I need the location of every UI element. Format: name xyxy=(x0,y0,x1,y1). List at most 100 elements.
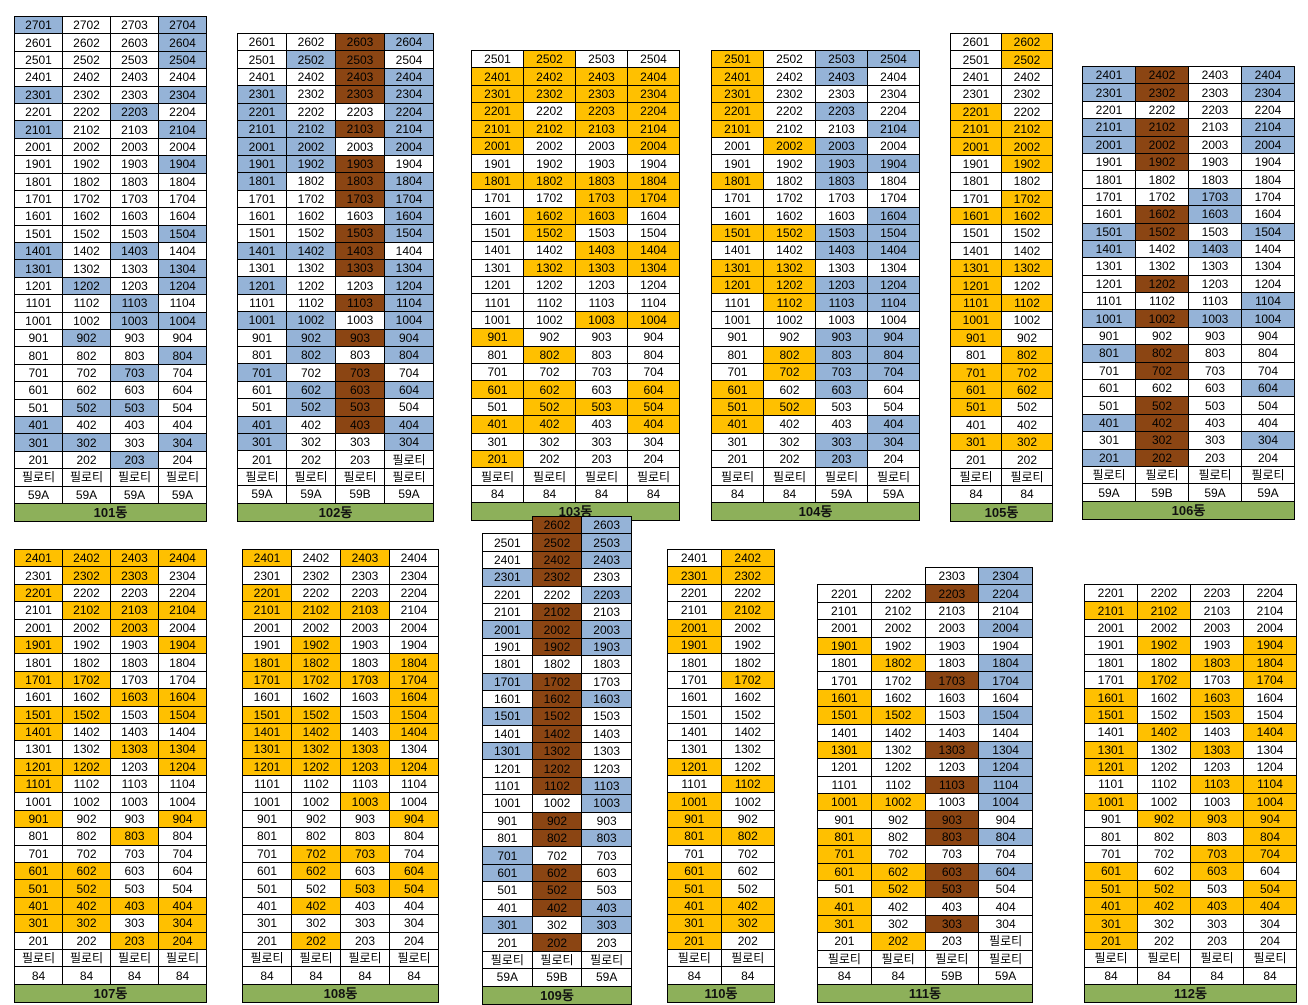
unit-cell: 601 xyxy=(817,862,872,882)
unit-cell: 1803 xyxy=(110,653,159,672)
unit-cell: 2203 xyxy=(335,102,385,121)
unit-cell: 2502 xyxy=(1001,50,1053,69)
unit-cell: 2304 xyxy=(158,85,207,104)
floor-row: 201 202 203 204 xyxy=(242,931,439,950)
unit-cell: 503 xyxy=(1190,879,1244,899)
unit-cell: 필로티 xyxy=(720,948,775,968)
unit-cell: 802 xyxy=(870,827,926,847)
unit-cell: 84 xyxy=(575,484,628,504)
unit-cell: 802 xyxy=(1137,827,1191,846)
unit-cell: 202 xyxy=(291,931,341,950)
unit-cell: 1401 xyxy=(711,241,764,260)
unit-cell: 804 xyxy=(627,345,680,365)
unit-cell: 802 xyxy=(1135,344,1189,363)
unit-cell: 1702 xyxy=(523,189,576,208)
floor-row: 1201 1202 1203 1204 xyxy=(817,758,1033,777)
unit-cell: 901 xyxy=(667,809,722,829)
unit-cell: 2204 xyxy=(978,584,1033,603)
floor-row: 201 202 203 204 xyxy=(1082,448,1295,467)
unit-cell: 59A xyxy=(867,484,920,504)
unit-cell: 803 xyxy=(335,346,385,365)
floor-row: 301 302 303 304 xyxy=(237,432,434,452)
unit-cell: 904 xyxy=(158,329,207,348)
unit-cell: 2302 xyxy=(1001,85,1053,104)
unit-cell: 1501 xyxy=(711,223,764,243)
unit-cell: 403 xyxy=(340,896,390,916)
unit-cell: 2101 xyxy=(482,602,533,622)
floor-row: 2401 2402 xyxy=(667,548,775,568)
floor-row: 2401 2402 xyxy=(950,67,1053,87)
unit-cell: 803 xyxy=(110,827,159,846)
unit-cell: 603 xyxy=(815,380,868,399)
floor-row: 1901 1902 1903 1904 xyxy=(14,155,207,174)
floor-row: 필로티 필로티 xyxy=(667,948,775,968)
unit-cell: 필로티 xyxy=(627,467,680,486)
unit-cell: 2004 xyxy=(1241,135,1295,154)
unit-cell: 1003 xyxy=(575,310,628,330)
unit-cell: 1501 xyxy=(482,707,533,726)
unit-cell: 1802 xyxy=(291,653,341,672)
unit-cell: 203 xyxy=(1190,931,1244,951)
unit-cell: 1904 xyxy=(978,636,1033,655)
floor-row: 1801 1802 1803 1804 xyxy=(817,653,1033,673)
unit-cell: 필로티 xyxy=(471,467,524,486)
unit-cell: 903 xyxy=(924,810,980,829)
unit-cell: 703 xyxy=(1188,361,1242,381)
unit-cell: 1401 xyxy=(1082,239,1136,259)
floor-row: 201 202 203 204 xyxy=(471,449,680,469)
floor-row: 801 802 803 804 xyxy=(237,346,434,365)
unit-cell: 602 xyxy=(1001,380,1053,400)
unit-cell: 1604 xyxy=(389,688,439,707)
floor-row: 201 202 203 xyxy=(482,933,632,952)
unit-cell: 2202 xyxy=(286,102,336,121)
unit-cell: 601 xyxy=(711,380,764,399)
unit-cell: 401 xyxy=(482,898,533,917)
unit-cell: 1204 xyxy=(158,757,207,777)
building-label: 105동 xyxy=(950,503,1053,522)
unit-cell: 202 xyxy=(62,450,111,470)
unit-cell: 903 xyxy=(110,809,159,829)
floor-row: 필로티 필로티 xyxy=(950,467,1053,487)
unit-cell: 303 xyxy=(924,914,980,934)
unit-cell: 84 xyxy=(711,484,764,504)
unit-cell: 필로티 xyxy=(384,450,434,469)
unit-cell: 2202 xyxy=(1001,102,1053,121)
unit-cell: 1301 xyxy=(237,259,287,278)
unit-cell: 1802 xyxy=(1137,653,1191,672)
unit-cell: 701 xyxy=(14,363,63,383)
unit-cell: 2204 xyxy=(867,102,920,121)
floor-row: 84 84 84 84 xyxy=(14,966,207,985)
unit-cell: 2001 xyxy=(471,136,524,156)
unit-cell: 필로티 xyxy=(286,467,336,487)
floor-row: 1401 1402 1403 1404 xyxy=(14,242,207,261)
unit-cell: 2502 xyxy=(523,49,576,69)
unit-cell: 2101 xyxy=(242,601,292,620)
unit-cell: 1501 xyxy=(1082,222,1136,241)
unit-cell: 2103 xyxy=(581,602,632,622)
floor-row: 1001 1002 1003 1004 xyxy=(711,310,920,330)
floor-row: 501 502 503 504 xyxy=(1082,396,1295,415)
unit-cell: 503 xyxy=(340,879,390,898)
unit-cell: 201 xyxy=(482,933,533,952)
unit-cell: 402 xyxy=(62,415,111,435)
unit-cell: 801 xyxy=(817,827,872,847)
unit-cell: 1804 xyxy=(867,171,920,191)
unit-cell: 902 xyxy=(1137,810,1191,829)
unit-cell: 2301 xyxy=(471,84,524,104)
unit-cell: 1303 xyxy=(335,259,385,278)
unit-cell: 503 xyxy=(924,880,980,899)
floor-row: 601 602 603 604 xyxy=(817,862,1033,882)
unit-cell: 304 xyxy=(627,432,680,451)
unit-cell: 1503 xyxy=(1190,705,1244,725)
floor-row: 2101 2102 2103 2104 xyxy=(471,119,680,138)
unit-cell: 필로티 xyxy=(1137,949,1191,968)
unit-cell: 1202 xyxy=(720,757,775,777)
unit-cell: 2602 xyxy=(531,515,583,535)
floor-row: 401 402 403 404 xyxy=(1084,897,1297,916)
unit-cell: 2201 xyxy=(482,585,533,604)
unit-cell: 2101 xyxy=(14,601,63,620)
unit-cell: 84 xyxy=(110,966,159,985)
unit-cell: 59B xyxy=(924,966,980,986)
unit-cell: 1202 xyxy=(523,276,576,295)
